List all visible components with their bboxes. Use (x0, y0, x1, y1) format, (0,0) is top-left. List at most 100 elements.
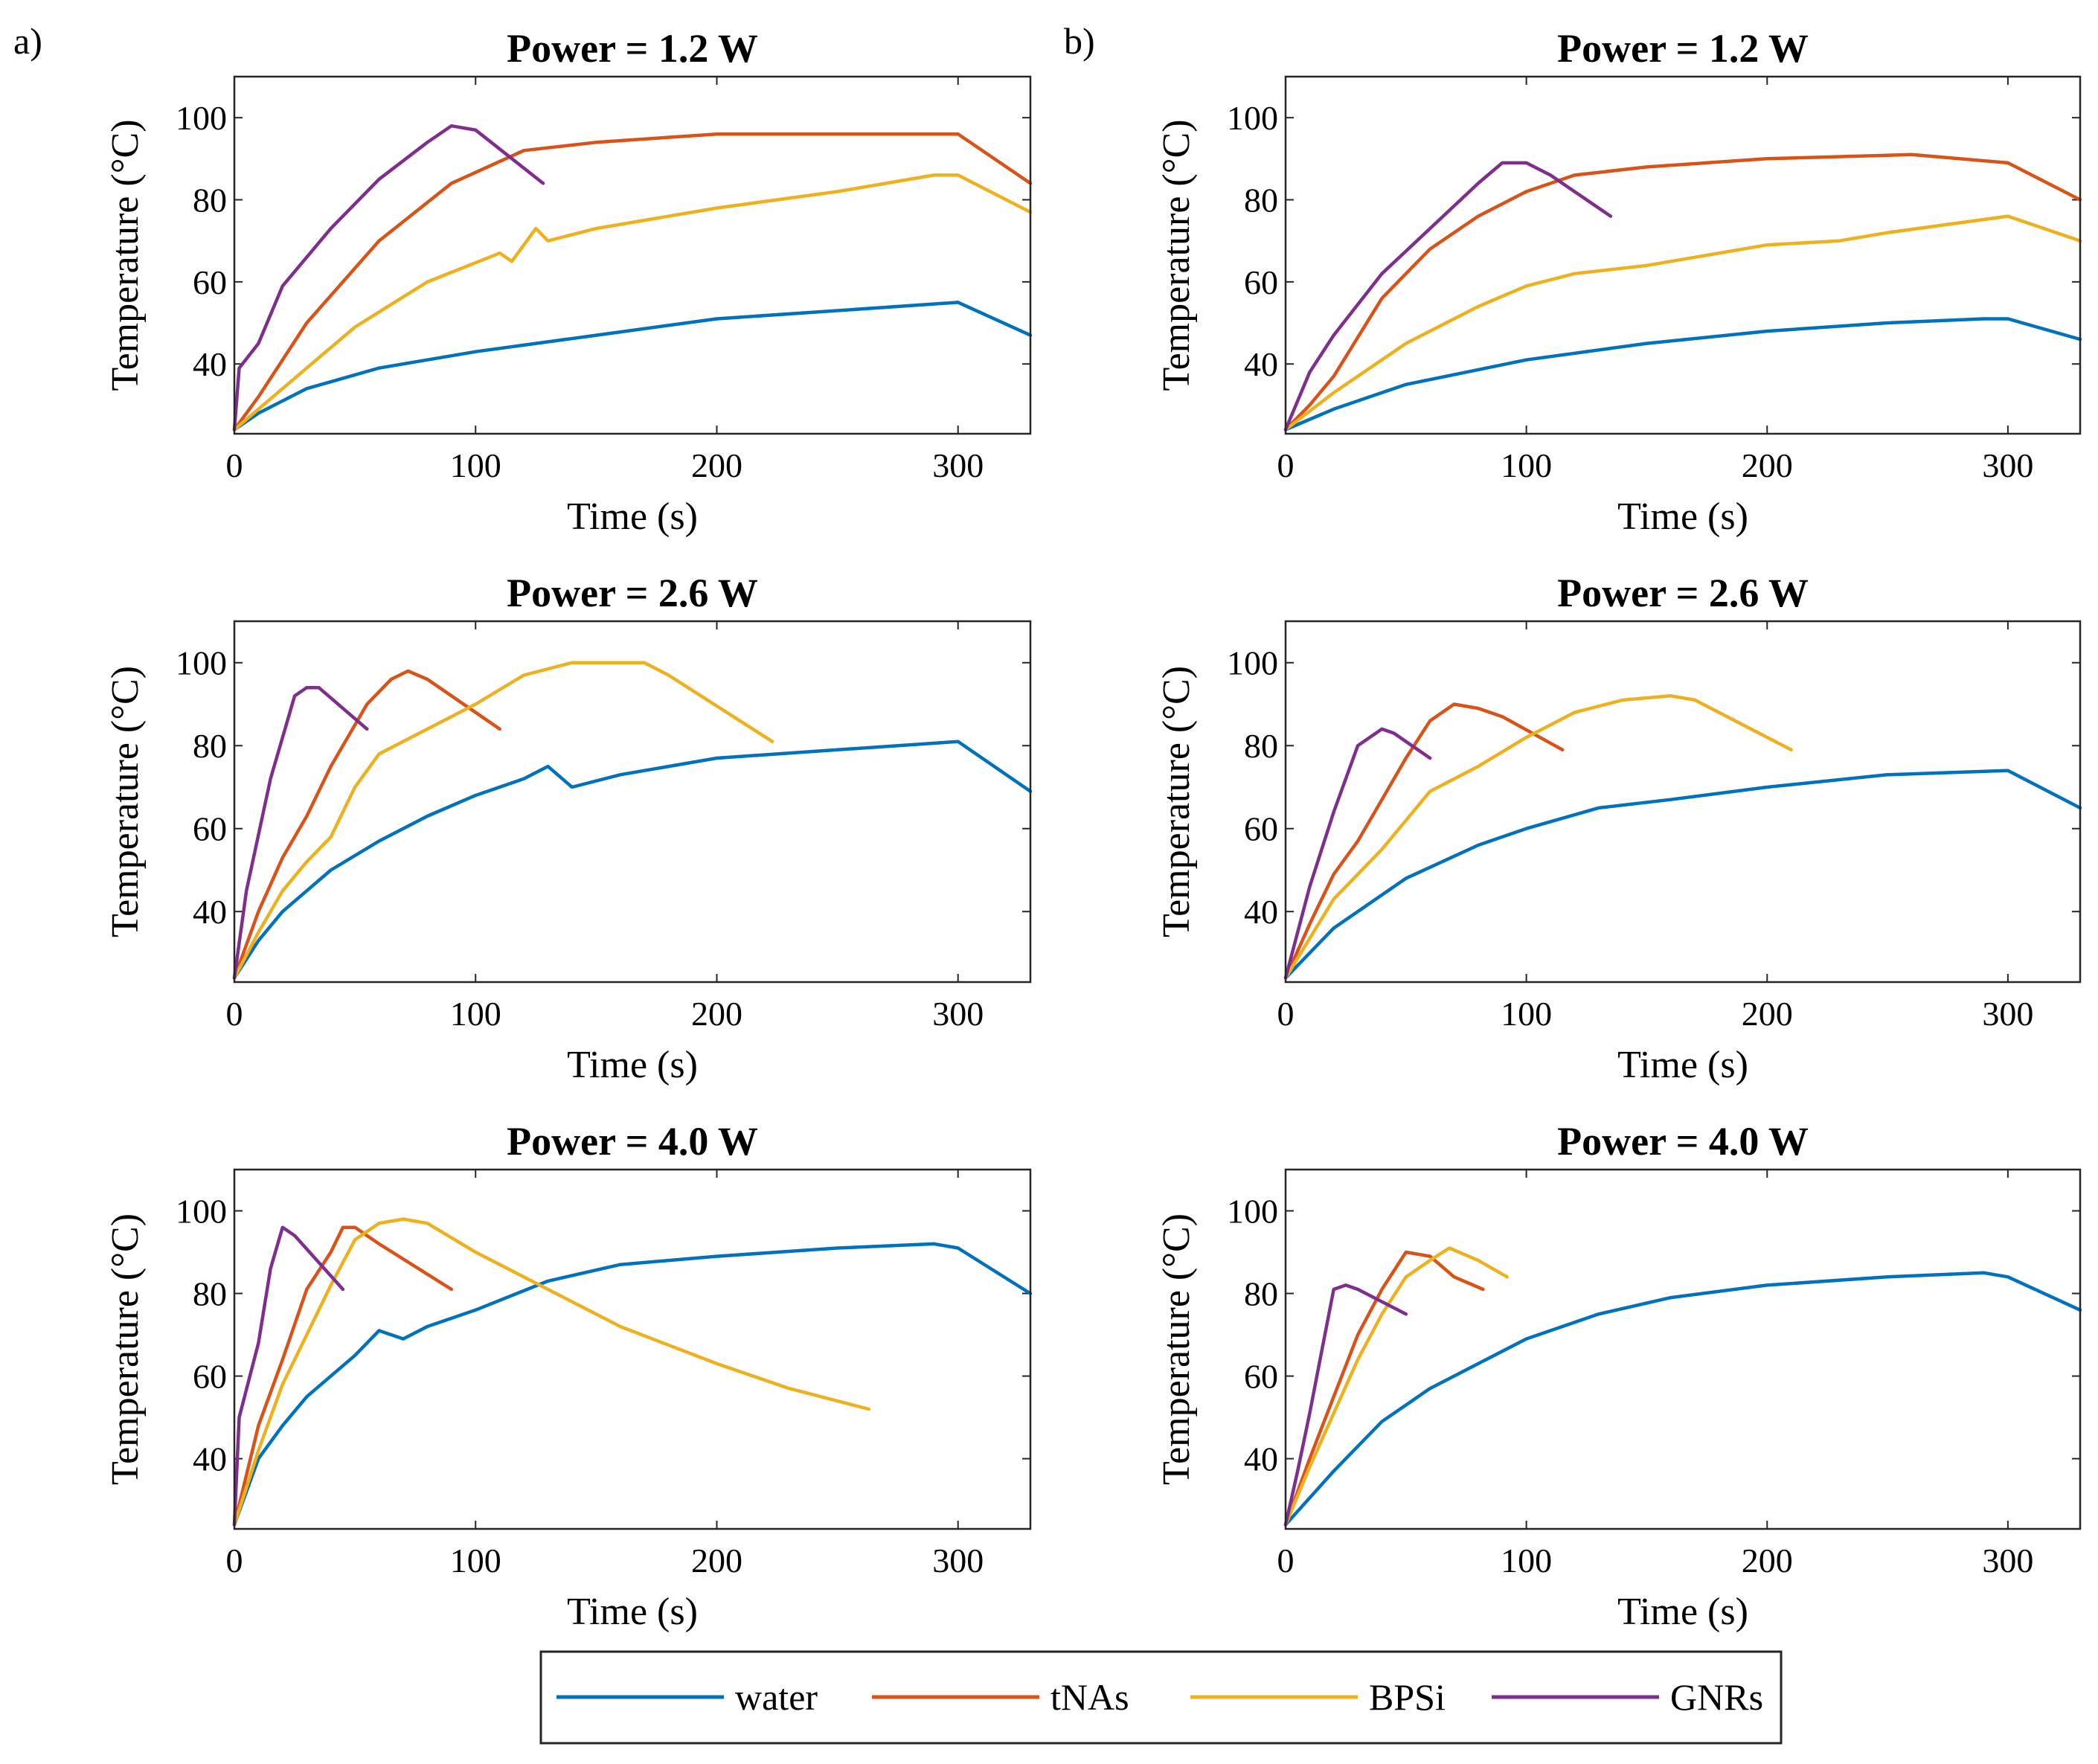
chart-title: Power = 1.2 W (507, 26, 758, 71)
x-tick-label: 200 (1742, 1542, 1793, 1579)
x-tick-label: 200 (1742, 446, 1793, 484)
series-line-tnas (232, 669, 501, 980)
chart-b-4: Power = 2.6 W 0 100 200 300 40 60 80 100 Time (s)… (1155, 571, 2082, 1086)
series-line-water (232, 301, 1033, 432)
x-tick-label: 200 (691, 1542, 742, 1579)
series-line-bpsi (1283, 694, 1793, 980)
series-line-tnas (1283, 153, 2082, 432)
x-tick-label: 100 (450, 1542, 501, 1579)
y-axis-label: Temperature (°C) (1155, 666, 1198, 937)
chart-title: Power = 1.2 W (1557, 26, 1809, 71)
series-line-water (1283, 1271, 2082, 1527)
panel-label-a: a) (13, 20, 42, 62)
x-tick-label: 300 (1982, 995, 2033, 1033)
chart-title: Power = 2.6 W (507, 571, 758, 615)
x-tick-label: 300 (1982, 446, 2033, 484)
x-tick-label: 100 (1501, 995, 1552, 1033)
legend-label-gnrs: GNRs (1670, 1676, 1763, 1718)
axes-frame (233, 75, 1032, 435)
chart-a-0: Power = 1.2 W 0 100 200 300 40 60 80 100 Time (s)… (104, 26, 1033, 538)
x-tick-label: 0 (226, 446, 243, 484)
y-tick-label: 80 (193, 182, 227, 219)
series-line-bpsi (1283, 1246, 1509, 1527)
chart-a-2: Power = 4.0 W 0 100 200 300 40 60 80 100 Time (s)… (104, 1119, 1033, 1633)
x-tick-label: 0 (226, 995, 243, 1033)
axes-frame (1284, 75, 2082, 435)
x-axis-label: Time (s) (567, 1044, 698, 1086)
series-line-tnas (1283, 702, 1565, 980)
legend-label-tnas: tNAs (1050, 1676, 1129, 1718)
series-line-bpsi (232, 173, 1033, 432)
axes-frame (233, 620, 1032, 984)
y-tick-label: 80 (1244, 727, 1278, 765)
series-line-gnrs (232, 1225, 345, 1527)
x-tick-label: 0 (1277, 995, 1295, 1033)
y-axis-label: Temperature (°C) (104, 119, 147, 391)
y-tick-label: 40 (1244, 893, 1278, 931)
y-axis-label: Temperature (°C) (1155, 119, 1198, 391)
y-tick-label: 40 (193, 345, 227, 383)
x-tick-label: 300 (1982, 1542, 2033, 1579)
y-tick-label: 100 (176, 1193, 227, 1231)
chart-b-3: Power = 1.2 W 0 100 200 300 40 60 80 100 Time (s)… (1155, 26, 2082, 538)
chart-title: Power = 2.6 W (1557, 571, 1809, 615)
axes-frame (1284, 1168, 2082, 1530)
x-tick-label: 200 (1742, 995, 1793, 1033)
series-line-bpsi (1283, 214, 2082, 432)
chart-a-1: Power = 2.6 W 0 100 200 300 40 60 80 100 Time (s)… (104, 571, 1033, 1086)
y-tick-label: 40 (1244, 1440, 1278, 1478)
legend: water tNAs BPSi GNRs (539, 1650, 1783, 1745)
x-tick-label: 200 (691, 995, 742, 1033)
x-axis-label: Time (s) (1617, 495, 1748, 538)
y-tick-label: 80 (1244, 1275, 1278, 1313)
x-tick-label: 300 (932, 1542, 984, 1579)
y-tick-label: 80 (1244, 182, 1278, 219)
series-line-gnrs (1283, 727, 1432, 980)
series-line-gnrs (232, 124, 545, 432)
x-axis-label: Time (s) (1617, 1591, 1748, 1633)
y-axis-label: Temperature (°C) (1155, 1213, 1198, 1485)
y-tick-label: 60 (1244, 1358, 1278, 1396)
x-tick-label: 100 (450, 995, 501, 1033)
chart-b-5: Power = 4.0 W 0 100 200 300 40 60 80 100 Time (s)… (1155, 1119, 2082, 1633)
y-tick-label: 80 (193, 727, 227, 765)
series-line-water (232, 740, 1033, 980)
y-tick-label: 100 (1227, 99, 1278, 137)
y-tick-label: 80 (193, 1275, 227, 1313)
x-tick-label: 300 (932, 995, 984, 1033)
series-line-water (232, 1242, 1033, 1527)
legend-label-water: water (735, 1676, 818, 1718)
series-line-tnas (1283, 1250, 1485, 1527)
y-axis-label: Temperature (°C) (104, 1213, 147, 1485)
series-line-water (1283, 769, 2082, 980)
x-tick-label: 100 (450, 446, 501, 484)
x-tick-label: 100 (1501, 446, 1552, 484)
y-tick-label: 60 (193, 810, 227, 848)
y-tick-label: 100 (1227, 1193, 1278, 1231)
x-tick-label: 0 (1277, 1542, 1295, 1579)
series-line-bpsi (232, 661, 774, 980)
x-tick-label: 0 (1277, 446, 1295, 484)
x-tick-label: 100 (1501, 1542, 1552, 1579)
chart-title: Power = 4.0 W (1557, 1119, 1809, 1164)
legend-label-bpsi: BPSi (1369, 1676, 1446, 1718)
x-tick-label: 0 (226, 1542, 243, 1579)
y-tick-label: 60 (1244, 263, 1278, 301)
y-tick-label: 100 (176, 644, 227, 682)
y-tick-label: 60 (193, 263, 227, 301)
y-tick-label: 60 (1244, 810, 1278, 848)
y-tick-label: 40 (193, 893, 227, 931)
y-tick-label: 40 (193, 1440, 227, 1478)
axes-frame (233, 1168, 1032, 1530)
series-line-water (1283, 317, 2082, 432)
x-axis-label: Time (s) (567, 495, 698, 538)
chart-title: Power = 4.0 W (507, 1119, 758, 1164)
axes-frame (1284, 620, 2082, 984)
x-tick-label: 200 (691, 446, 742, 484)
series-line-gnrs (232, 685, 369, 980)
y-tick-label: 100 (1227, 644, 1278, 682)
y-tick-label: 60 (193, 1358, 227, 1396)
y-tick-label: 100 (176, 99, 227, 137)
plot-grid: Power = 1.2 W 0 100 200 300 40 60 80 100 Time (s)… (104, 26, 2082, 1633)
